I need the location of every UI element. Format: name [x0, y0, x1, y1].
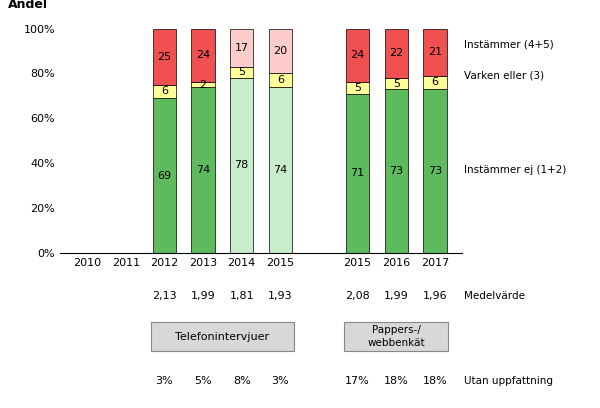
Bar: [191, 87, 215, 253]
Text: 17: 17: [235, 42, 249, 53]
Bar: [346, 93, 369, 253]
Text: 18%: 18%: [384, 377, 409, 386]
Text: 74: 74: [196, 165, 210, 175]
Bar: [346, 82, 369, 93]
Text: 74: 74: [273, 165, 287, 175]
Text: 25: 25: [157, 51, 172, 62]
Text: Pappers-/
webbenkät: Pappers-/ webbenkät: [367, 326, 425, 348]
Text: 2: 2: [199, 80, 206, 90]
Text: 21: 21: [428, 47, 442, 57]
Text: 73: 73: [389, 166, 403, 176]
Bar: [153, 85, 176, 98]
Text: 3%: 3%: [272, 377, 289, 386]
Text: 1,99: 1,99: [191, 291, 215, 301]
Bar: [230, 67, 253, 78]
Text: 6: 6: [161, 86, 168, 96]
Text: 69: 69: [157, 171, 172, 181]
Text: 20: 20: [273, 46, 287, 56]
Text: 3%: 3%: [155, 377, 173, 386]
Text: 22: 22: [389, 48, 403, 58]
Text: 73: 73: [428, 166, 442, 176]
Bar: [153, 98, 176, 253]
Bar: [385, 78, 408, 89]
Bar: [424, 89, 446, 253]
Text: 1,96: 1,96: [422, 291, 447, 301]
Bar: [424, 29, 446, 75]
Text: 24: 24: [196, 51, 210, 60]
Bar: [385, 29, 408, 78]
Text: 6: 6: [431, 78, 439, 87]
Text: 5: 5: [393, 78, 400, 89]
Text: Instämmer (4+5): Instämmer (4+5): [464, 39, 554, 49]
Text: Telefonintervjuer: Telefonintervjuer: [175, 332, 269, 341]
Text: 78: 78: [235, 160, 249, 171]
Text: 5%: 5%: [194, 377, 212, 386]
Text: 8%: 8%: [233, 377, 251, 386]
Bar: [191, 29, 215, 82]
Text: 5: 5: [354, 83, 361, 93]
Bar: [191, 82, 215, 87]
Text: 1,81: 1,81: [229, 291, 254, 301]
Bar: [269, 87, 292, 253]
Text: 5: 5: [238, 67, 245, 78]
Text: Medelvärde: Medelvärde: [464, 291, 525, 301]
Bar: [346, 29, 369, 82]
Bar: [424, 76, 446, 89]
Bar: [230, 29, 253, 67]
Bar: [385, 89, 408, 253]
Text: 71: 71: [350, 168, 365, 178]
Text: Andel: Andel: [8, 0, 48, 11]
Text: 18%: 18%: [422, 377, 448, 386]
Bar: [153, 29, 176, 84]
Bar: [269, 29, 292, 73]
Text: Varken eller (3): Varken eller (3): [464, 71, 544, 81]
Text: 2,08: 2,08: [345, 291, 370, 301]
Text: Utan uppfattning: Utan uppfattning: [464, 377, 553, 386]
Text: 24: 24: [350, 51, 365, 60]
Bar: [230, 78, 253, 253]
Text: Instämmer ej (1+2): Instämmer ej (1+2): [464, 165, 566, 175]
Text: 1,99: 1,99: [384, 291, 409, 301]
Text: 2,13: 2,13: [152, 291, 176, 301]
Bar: [269, 73, 292, 87]
Text: 6: 6: [277, 75, 284, 85]
Text: 17%: 17%: [345, 377, 370, 386]
Text: 1,93: 1,93: [268, 291, 293, 301]
